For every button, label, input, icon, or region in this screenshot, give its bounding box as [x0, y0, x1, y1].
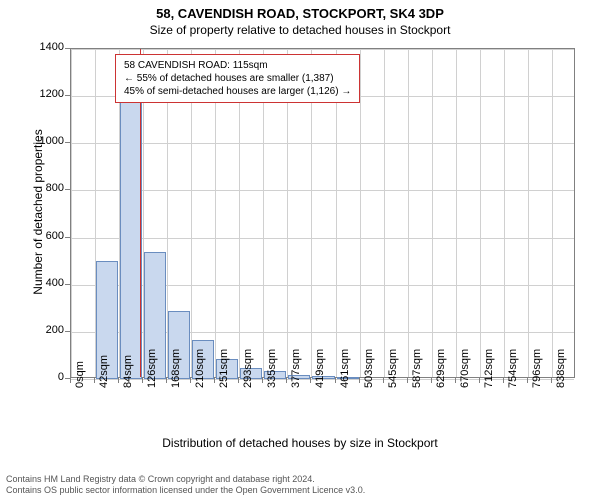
y-tick-label: 400: [30, 277, 64, 289]
x-tick-label: 712sqm: [483, 349, 495, 388]
x-tick-label: 42sqm: [98, 355, 110, 388]
x-tick-label: 168sqm: [170, 349, 182, 388]
y-tick-label: 0: [30, 371, 64, 383]
x-tick-label: 210sqm: [194, 349, 206, 388]
info-line-1: ← 55% of detached houses are smaller (1,…: [124, 72, 351, 85]
grid-line-v: [432, 49, 433, 377]
grid-line-v: [528, 49, 529, 377]
y-tick-label: 1000: [30, 135, 64, 147]
grid-line-v: [480, 49, 481, 377]
x-axis-label: Distribution of detached houses by size …: [0, 436, 600, 450]
info-line-0: 58 CAVENDISH ROAD: 115sqm: [124, 59, 351, 72]
grid-line-h: [71, 190, 574, 191]
attribution-line-2: Contains OS public sector information li…: [6, 485, 365, 496]
y-tick-label: 200: [30, 324, 64, 336]
grid-line-h: [71, 143, 574, 144]
x-tick-label: 545sqm: [387, 349, 399, 388]
x-tick-label: 293sqm: [242, 349, 254, 388]
y-tick-label: 1400: [30, 41, 64, 53]
grid-line-v: [71, 49, 72, 377]
grid-line-v: [504, 49, 505, 377]
x-tick-label: 461sqm: [339, 349, 351, 388]
x-tick-label: 754sqm: [507, 349, 519, 388]
x-tick-label: 419sqm: [314, 349, 326, 388]
attribution: Contains HM Land Registry data © Crown c…: [6, 474, 365, 496]
y-tick-label: 800: [30, 182, 64, 194]
x-tick-label: 670sqm: [459, 349, 471, 388]
x-tick-label: 251sqm: [218, 349, 230, 388]
chart-container: 58, CAVENDISH ROAD, STOCKPORT, SK4 3DP S…: [0, 0, 600, 500]
x-tick-label: 503sqm: [363, 349, 375, 388]
x-tick-label: 0sqm: [74, 361, 86, 388]
grid-line-v: [384, 49, 385, 377]
x-tick-label: 84sqm: [122, 355, 134, 388]
grid-line-h: [71, 49, 574, 50]
info-line-2: 45% of semi-detached houses are larger (…: [124, 85, 351, 98]
x-tick-label: 377sqm: [290, 349, 302, 388]
info-box: 58 CAVENDISH ROAD: 115sqm ← 55% of detac…: [115, 54, 360, 103]
grid-line-v: [456, 49, 457, 377]
y-tick-label: 600: [30, 230, 64, 242]
chart-title: 58, CAVENDISH ROAD, STOCKPORT, SK4 3DP: [0, 0, 600, 21]
x-tick-label: 796sqm: [531, 349, 543, 388]
histogram-bar: [120, 99, 142, 380]
y-tick-label: 1200: [30, 88, 64, 100]
grid-line-v: [552, 49, 553, 377]
x-tick-label: 335sqm: [266, 349, 278, 388]
x-tick-label: 126sqm: [146, 349, 158, 388]
x-tick-label: 629sqm: [435, 349, 447, 388]
chart-subtitle: Size of property relative to detached ho…: [0, 21, 600, 37]
y-axis-label: Number of detached properties: [31, 122, 45, 302]
attribution-line-1: Contains HM Land Registry data © Crown c…: [6, 474, 365, 485]
grid-line-h: [71, 238, 574, 239]
x-tick-label: 838sqm: [555, 349, 567, 388]
grid-line-v: [408, 49, 409, 377]
x-tick-label: 587sqm: [411, 349, 423, 388]
